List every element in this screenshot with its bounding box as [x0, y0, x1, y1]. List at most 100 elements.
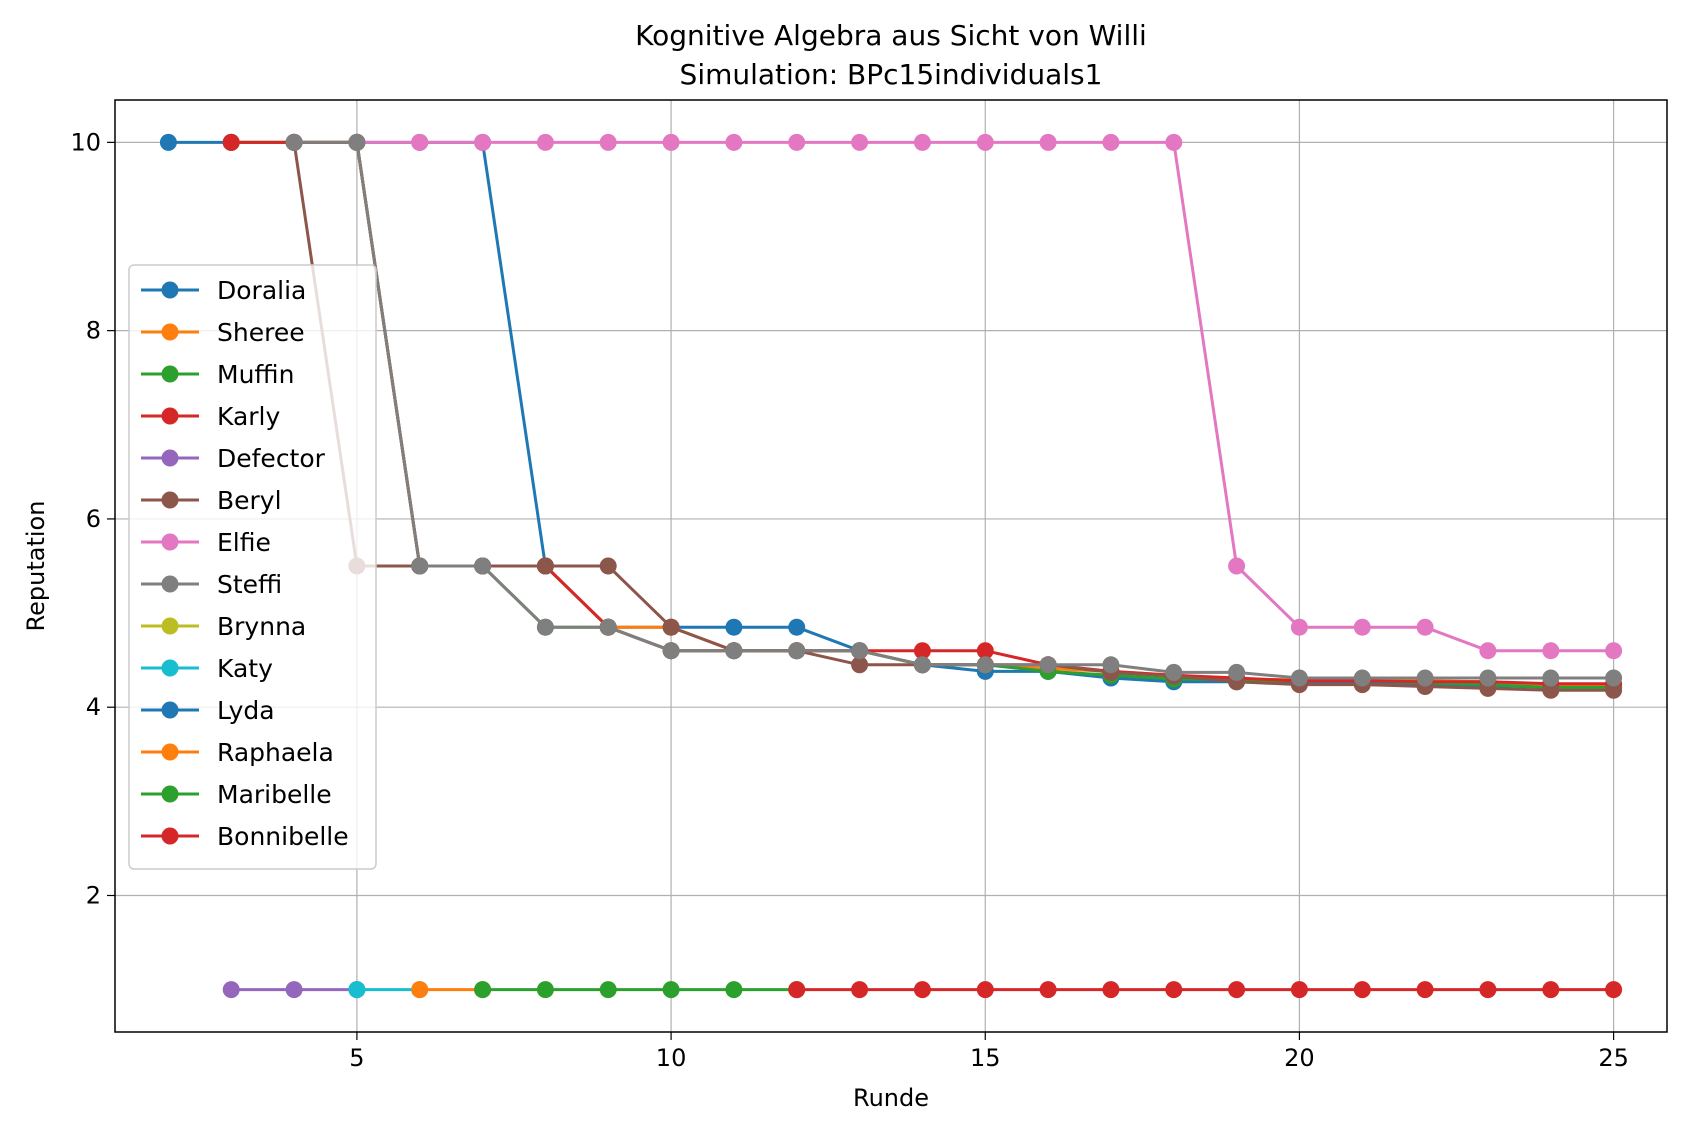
data-point	[1039, 133, 1057, 151]
series-steffi	[285, 133, 1623, 687]
data-point	[474, 557, 492, 575]
data-point	[788, 133, 806, 151]
legend-swatch-marker	[161, 491, 179, 509]
legend-item: Muffin	[141, 360, 294, 389]
series-layer	[159, 133, 1623, 999]
legend-item: Brynna	[141, 612, 306, 641]
data-point	[1165, 981, 1183, 999]
data-point	[851, 656, 869, 674]
data-point	[1542, 669, 1560, 687]
data-point	[599, 618, 617, 636]
data-point	[788, 642, 806, 660]
data-point	[913, 133, 931, 151]
legend-swatch-marker	[161, 365, 179, 383]
x-tick-label: 10	[656, 1044, 687, 1072]
legend-item: Maribelle	[141, 780, 332, 809]
data-point	[411, 557, 429, 575]
data-point	[1165, 663, 1183, 681]
chart-title: Kognitive Algebra aus Sicht von Willi	[635, 19, 1147, 52]
legend-label: Raphaela	[217, 738, 334, 767]
data-point	[536, 618, 554, 636]
data-point	[1605, 981, 1623, 999]
data-point	[725, 618, 743, 636]
data-point	[1290, 669, 1308, 687]
data-point	[725, 133, 743, 151]
data-point	[1353, 981, 1371, 999]
data-point	[851, 642, 869, 660]
legend-label: Lyda	[217, 696, 275, 725]
legend-label: Elfie	[217, 528, 271, 557]
legend-label: Bonnibelle	[217, 822, 349, 851]
data-point	[536, 133, 554, 151]
data-point	[1102, 656, 1120, 674]
legend-label: Doralia	[217, 276, 306, 305]
data-point	[1416, 981, 1434, 999]
data-point	[1605, 681, 1623, 699]
data-point	[411, 133, 429, 151]
data-point	[976, 656, 994, 674]
data-point	[788, 981, 806, 999]
legend-item: Beryl	[141, 486, 282, 515]
y-tick-label: 2	[86, 881, 101, 909]
data-point	[1542, 981, 1560, 999]
legend-swatch-marker	[161, 281, 179, 299]
data-point	[1228, 663, 1246, 681]
data-point	[725, 981, 743, 999]
legend-label: Muffin	[217, 360, 294, 389]
data-point	[1102, 981, 1120, 999]
legend-label: Steffi	[217, 570, 282, 599]
data-point	[536, 557, 554, 575]
x-tick-label: 20	[1284, 1044, 1315, 1072]
data-point	[348, 133, 366, 151]
legend-label: Beryl	[217, 486, 282, 515]
legend-item: Doralia	[141, 276, 306, 305]
data-point	[662, 618, 680, 636]
legend-label: Sheree	[217, 318, 305, 347]
data-point	[222, 133, 240, 151]
data-point	[1605, 642, 1623, 660]
data-point	[1102, 133, 1120, 151]
data-point	[1228, 981, 1246, 999]
data-point	[1290, 618, 1308, 636]
legend-swatch-marker	[161, 701, 179, 719]
y-tick-label: 8	[86, 317, 101, 345]
data-point	[1542, 681, 1560, 699]
data-point	[913, 656, 931, 674]
data-point	[285, 133, 303, 151]
data-point	[851, 133, 869, 151]
legend-label: Brynna	[217, 612, 306, 641]
data-point	[1542, 642, 1560, 660]
data-point	[1479, 642, 1497, 660]
data-point	[788, 618, 806, 636]
legend-label: Karly	[217, 402, 280, 431]
y-tick-label: 10	[70, 128, 101, 156]
legend-swatch-marker	[161, 407, 179, 425]
legend-swatch-marker	[161, 575, 179, 593]
data-point	[1479, 669, 1497, 687]
data-point	[662, 133, 680, 151]
x-tick-label: 15	[970, 1044, 1001, 1072]
data-point	[1039, 656, 1057, 674]
data-point	[285, 981, 303, 999]
data-point	[222, 981, 240, 999]
data-point	[348, 981, 366, 999]
legend-box	[128, 264, 377, 870]
data-point	[1479, 981, 1497, 999]
data-point	[1416, 618, 1434, 636]
data-point	[1165, 133, 1183, 151]
data-point	[976, 133, 994, 151]
legend-swatch-marker	[161, 743, 179, 761]
data-point	[662, 642, 680, 660]
x-tick-label: 25	[1598, 1044, 1629, 1072]
data-point	[1605, 669, 1623, 687]
data-point	[474, 981, 492, 999]
legend-label: Katy	[217, 654, 273, 683]
x-tick-label: 5	[349, 1044, 364, 1072]
x-axis-label: Runde	[853, 1084, 929, 1112]
data-point	[851, 981, 869, 999]
data-point	[1039, 981, 1057, 999]
legend-item: Lyda	[141, 696, 275, 725]
legend-swatch-marker	[161, 533, 179, 551]
data-point	[599, 133, 617, 151]
